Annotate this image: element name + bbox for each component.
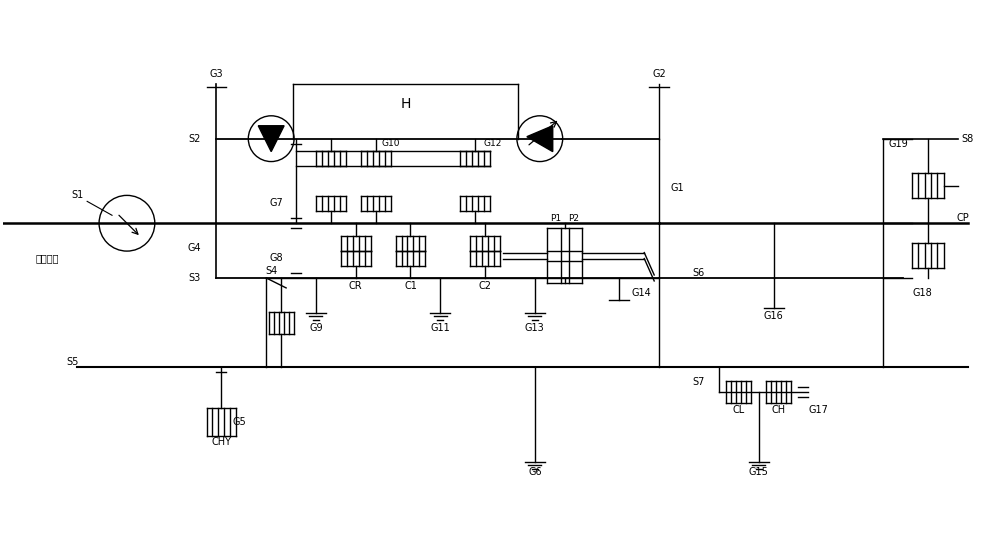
Polygon shape xyxy=(258,126,284,152)
Text: G10: G10 xyxy=(381,139,400,148)
Text: CL: CL xyxy=(733,405,745,415)
Text: CHY: CHY xyxy=(211,437,231,447)
Text: G8: G8 xyxy=(269,253,283,263)
Text: G16: G16 xyxy=(764,311,783,321)
Text: G7: G7 xyxy=(269,199,283,208)
Text: S4: S4 xyxy=(265,266,277,276)
Text: S3: S3 xyxy=(188,273,201,283)
Text: G3: G3 xyxy=(210,69,223,79)
Text: S5: S5 xyxy=(66,357,78,366)
Text: G14: G14 xyxy=(631,288,651,298)
Text: S8: S8 xyxy=(961,133,974,144)
Text: G19: G19 xyxy=(888,139,908,148)
Text: G1: G1 xyxy=(670,183,684,194)
Text: CR: CR xyxy=(349,281,363,291)
Text: 动力输入: 动力输入 xyxy=(36,253,59,263)
Text: S2: S2 xyxy=(188,133,201,144)
Text: G18: G18 xyxy=(913,288,933,298)
Text: P2: P2 xyxy=(568,214,579,223)
Text: G13: G13 xyxy=(525,323,545,332)
Polygon shape xyxy=(527,126,553,152)
Text: P1: P1 xyxy=(550,214,561,223)
Text: G15: G15 xyxy=(749,467,769,477)
Text: G2: G2 xyxy=(652,69,666,79)
Text: G11: G11 xyxy=(430,323,450,332)
Text: S7: S7 xyxy=(693,378,705,387)
Text: H: H xyxy=(400,97,411,111)
Text: S6: S6 xyxy=(693,268,705,278)
Text: CP: CP xyxy=(956,213,969,223)
Text: G9: G9 xyxy=(309,323,323,332)
Text: C2: C2 xyxy=(479,281,492,291)
Text: G4: G4 xyxy=(188,243,201,253)
Text: C1: C1 xyxy=(404,281,417,291)
Text: S1: S1 xyxy=(71,190,83,200)
Text: G6: G6 xyxy=(528,467,542,477)
Text: G12: G12 xyxy=(484,139,502,148)
Text: G5: G5 xyxy=(232,417,246,427)
Text: CH: CH xyxy=(771,405,786,415)
Text: G17: G17 xyxy=(808,405,828,415)
